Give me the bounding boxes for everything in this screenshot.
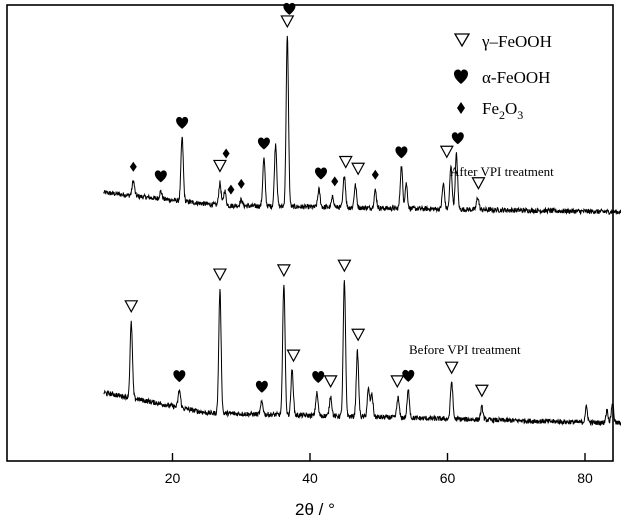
gamma-feooh-triangle-icon bbox=[351, 162, 366, 176]
legend-label-fe2o3: Fe2O3 bbox=[482, 99, 523, 122]
x-tick-label-80: 80 bbox=[577, 470, 593, 486]
gamma-feooh-triangle-icon bbox=[124, 300, 139, 314]
gamma-feooh-triangle-icon bbox=[286, 349, 301, 363]
alpha-feooh-heart-icon bbox=[451, 132, 464, 145]
gamma-feooh-triangle-icon bbox=[280, 15, 295, 29]
fe2o3-diamond-icon bbox=[227, 184, 235, 195]
gamma-feooh-triangle-icon bbox=[390, 375, 405, 389]
fe2o3-diamond-icon bbox=[129, 161, 137, 172]
legend-label-gamma-feooh: γ–FeOOH bbox=[481, 32, 552, 51]
series-line-0 bbox=[103, 35, 621, 216]
alpha-feooh-heart-icon bbox=[283, 2, 296, 15]
alpha-feooh-heart-icon bbox=[315, 167, 327, 180]
legend: γ–FeOOH α-FeOOH Fe2O3 bbox=[453, 32, 552, 122]
legend-diamond-icon bbox=[457, 102, 465, 114]
gamma-feooh-triangle-icon bbox=[439, 145, 454, 159]
gamma-feooh-triangle-icon bbox=[337, 259, 352, 273]
alpha-feooh-heart-icon bbox=[154, 170, 167, 183]
gamma-feooh-triangle-icon bbox=[323, 375, 338, 389]
fe2o3-diamond-icon bbox=[371, 169, 379, 180]
legend-triangle-icon bbox=[453, 33, 471, 48]
gamma-feooh-triangle-icon bbox=[212, 159, 227, 173]
alpha-feooh-heart-icon bbox=[255, 380, 268, 393]
alpha-feooh-heart-icon bbox=[176, 116, 189, 129]
gamma-feooh-triangle-icon bbox=[444, 361, 459, 375]
alpha-feooh-heart-icon bbox=[312, 371, 325, 384]
x-axis-title: 2θ / ° bbox=[295, 500, 335, 519]
gamma-feooh-triangle-icon bbox=[338, 155, 353, 169]
fe2o3-diamond-icon bbox=[331, 176, 339, 187]
x-tick-label-40: 40 bbox=[302, 470, 318, 486]
x-tick-label-60: 60 bbox=[440, 470, 456, 486]
series-line-1 bbox=[103, 280, 621, 427]
legend-heart-icon bbox=[454, 69, 468, 84]
gamma-feooh-triangle-icon bbox=[474, 384, 489, 398]
fe2o3-diamond-icon bbox=[222, 148, 230, 159]
gamma-feooh-triangle-icon bbox=[276, 264, 291, 278]
gamma-feooh-triangle-icon bbox=[471, 177, 486, 190]
series-label-after: After VPI treatment bbox=[450, 164, 554, 179]
gamma-feooh-triangle-icon bbox=[351, 328, 366, 342]
x-tick-label-20: 20 bbox=[165, 470, 181, 486]
alpha-feooh-heart-icon bbox=[395, 146, 408, 159]
alpha-feooh-heart-icon bbox=[257, 137, 270, 150]
fe2o3-diamond-icon bbox=[237, 178, 245, 189]
series-label-before: Before VPI treatment bbox=[409, 342, 521, 357]
alpha-feooh-heart-icon bbox=[402, 369, 415, 382]
gamma-feooh-triangle-icon bbox=[212, 268, 227, 282]
alpha-feooh-heart-icon bbox=[173, 370, 186, 383]
legend-label-alpha-feooh: α-FeOOH bbox=[482, 68, 550, 87]
